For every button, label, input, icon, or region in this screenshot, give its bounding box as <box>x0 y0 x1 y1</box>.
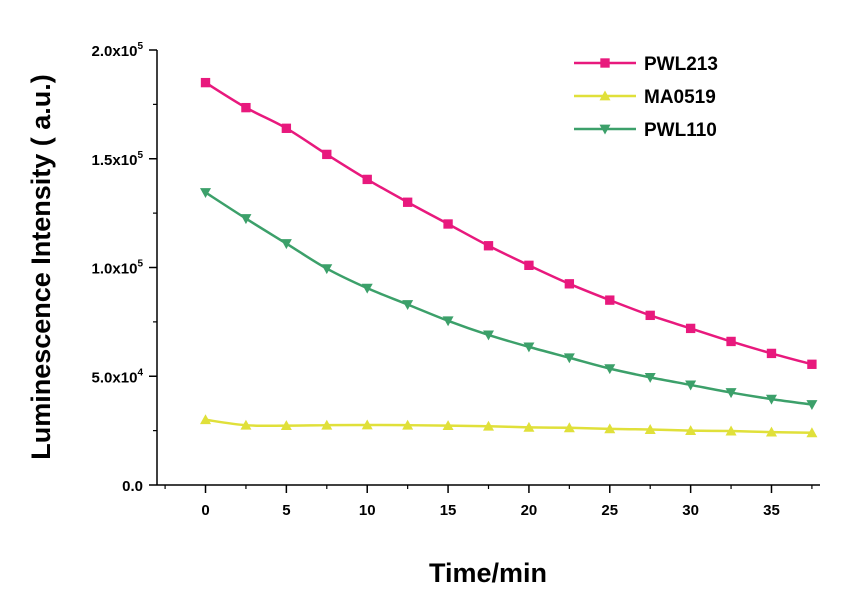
axes <box>156 50 820 486</box>
series-line-pwl213 <box>204 81 813 366</box>
data-point-pwl213 <box>685 323 696 334</box>
data-point-pwl213 <box>605 295 615 305</box>
series-pwl213 <box>200 77 817 369</box>
y-tick-label: 1.0x105 <box>92 259 144 278</box>
data-point-ma0519 <box>806 427 818 438</box>
legend-label-ma0519: MA0519 <box>644 87 716 108</box>
data-point-ma0519 <box>361 419 373 430</box>
data-point-pwl213 <box>402 197 413 207</box>
legend-label-pwl110: PWL110 <box>644 120 717 141</box>
data-point-pwl110 <box>523 342 535 353</box>
legend-item-pwl110: PWL110 <box>574 120 717 141</box>
x-tick-label: 20 <box>521 502 538 519</box>
data-point-pwl110 <box>483 330 494 341</box>
series-ma0519 <box>200 414 818 438</box>
y-tick-label: 2.0x105 <box>92 41 144 60</box>
data-point-ma0519 <box>604 423 616 434</box>
x-tick-label: 5 <box>282 502 290 519</box>
data-point-ma0519 <box>402 419 414 430</box>
data-point-pwl110 <box>725 388 737 399</box>
data-point-ma0519 <box>483 420 494 431</box>
x-tick-label: 25 <box>601 502 618 519</box>
data-point-pwl110 <box>563 353 575 364</box>
data-point-pwl213 <box>483 241 494 251</box>
y-tick-label-exponent: 5 <box>137 41 143 52</box>
legend: PWL213 MA0519 PWL110 <box>574 54 718 141</box>
data-point-pwl110 <box>644 372 656 383</box>
data-point-pwl213 <box>524 260 534 270</box>
y-tick-label: 0.0 <box>122 478 143 495</box>
data-point-pwl213 <box>281 123 292 133</box>
series-line-ma0519 <box>205 418 812 435</box>
data-point-ma0519 <box>200 414 212 425</box>
data-point-pwl213 <box>241 102 251 113</box>
y-tick-label-base: 2.0x10 <box>92 43 138 60</box>
y-axis-title: Luminescence Intensity ( a.u.) <box>26 74 56 460</box>
legend-item-pwl213: PWL213 <box>574 54 718 75</box>
y-tick-label: 1.5x105 <box>92 150 144 169</box>
data-point-pwl213 <box>443 219 453 229</box>
data-point-pwl213 <box>726 336 736 347</box>
series-line-pwl110 <box>204 191 813 406</box>
data-point-pwl110 <box>200 188 212 198</box>
data-point-pwl110 <box>806 400 818 411</box>
legend-marker-pwl213 <box>600 58 610 68</box>
data-point-pwl213 <box>362 174 372 185</box>
x-axis-title: Time/min <box>429 558 547 588</box>
y-tick-label-exponent: 5 <box>137 259 143 270</box>
data-point-ma0519 <box>685 425 697 436</box>
data-point-pwl213 <box>200 77 211 88</box>
data-point-pwl110 <box>321 264 333 275</box>
data-point-pwl110 <box>402 300 414 310</box>
x-tick-label: 35 <box>763 502 780 519</box>
data-point-pwl110 <box>765 394 777 405</box>
data-point-pwl110 <box>604 364 616 375</box>
data-point-ma0519 <box>442 420 454 431</box>
data-point-ma0519 <box>644 424 656 434</box>
data-point-ma0519 <box>563 422 575 433</box>
data-point-pwl110 <box>240 214 252 225</box>
data-point-ma0519 <box>240 419 252 430</box>
data-point-pwl213 <box>645 310 655 321</box>
series-layer <box>200 77 818 438</box>
data-point-pwl110 <box>442 316 454 327</box>
data-point-ma0519 <box>765 426 777 437</box>
legend-marker-pwl110 <box>599 124 611 135</box>
data-point-ma0519 <box>523 421 535 432</box>
y-tick-label: 5.0x104 <box>92 367 144 386</box>
legend-label-pwl213: PWL213 <box>644 54 718 75</box>
data-point-pwl213 <box>322 149 332 160</box>
y-tick-label-exponent: 4 <box>137 367 143 378</box>
x-tick-label: 15 <box>440 502 457 519</box>
data-point-pwl213 <box>564 279 575 289</box>
series-pwl110 <box>200 188 818 411</box>
data-point-pwl110 <box>280 239 292 250</box>
y-tick-label-exponent: 5 <box>137 150 143 161</box>
data-point-pwl213 <box>807 359 817 369</box>
data-point-ma0519 <box>321 419 333 430</box>
legend-item-ma0519: MA0519 <box>574 87 716 108</box>
legend-marker-ma0519 <box>599 90 611 101</box>
data-point-ma0519 <box>725 425 737 436</box>
x-axis-ticks: 0 5 10 15 20 25 30 35 <box>164 485 813 519</box>
y-tick-label-base: 0.0 <box>122 478 143 495</box>
x-tick-label: 30 <box>682 502 699 519</box>
y-tick-label-base: 1.0x10 <box>92 261 138 278</box>
data-point-ma0519 <box>280 420 292 431</box>
data-point-pwl213 <box>766 348 777 359</box>
x-tick-label: 10 <box>359 502 376 519</box>
x-tick-label: 0 <box>201 502 209 519</box>
y-tick-label-base: 5.0x10 <box>92 369 138 386</box>
data-point-pwl110 <box>361 283 373 294</box>
y-tick-label-base: 1.5x10 <box>92 152 138 169</box>
data-point-pwl110 <box>685 380 697 391</box>
